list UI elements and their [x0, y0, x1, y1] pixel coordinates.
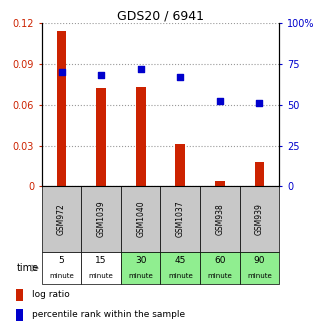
Text: minute: minute: [247, 273, 272, 279]
Bar: [81, 186, 121, 252]
Text: minute: minute: [168, 273, 193, 279]
Bar: [136, 87, 146, 186]
Bar: [121, 252, 160, 284]
Text: 90: 90: [254, 256, 265, 266]
Bar: [96, 88, 106, 186]
Text: percentile rank within the sample: percentile rank within the sample: [32, 310, 185, 319]
Point: [217, 99, 222, 104]
Point: [257, 100, 262, 106]
Bar: [81, 252, 121, 284]
Bar: [200, 186, 240, 252]
Bar: [215, 181, 225, 186]
Text: GSM939: GSM939: [255, 203, 264, 235]
Bar: [255, 162, 265, 186]
Bar: [42, 252, 81, 284]
Text: minute: minute: [207, 273, 232, 279]
Point: [178, 74, 183, 79]
Text: 45: 45: [175, 256, 186, 266]
Text: minute: minute: [128, 273, 153, 279]
Text: 30: 30: [135, 256, 146, 266]
Text: 60: 60: [214, 256, 226, 266]
Point: [99, 73, 104, 78]
Text: GSM1040: GSM1040: [136, 201, 145, 237]
Bar: [200, 252, 240, 284]
Bar: [175, 144, 185, 186]
Bar: [160, 252, 200, 284]
Bar: [16, 309, 23, 320]
Point: [59, 69, 64, 75]
Text: 5: 5: [59, 256, 65, 266]
Text: GSM1039: GSM1039: [97, 201, 106, 237]
Text: minute: minute: [49, 273, 74, 279]
Text: minute: minute: [89, 273, 114, 279]
Text: GSM938: GSM938: [215, 203, 224, 235]
Title: GDS20 / 6941: GDS20 / 6941: [117, 10, 204, 23]
Text: time: time: [16, 263, 39, 273]
Text: 15: 15: [95, 256, 107, 266]
Bar: [56, 31, 66, 186]
Bar: [160, 186, 200, 252]
Text: GSM1037: GSM1037: [176, 201, 185, 237]
Bar: [240, 252, 279, 284]
Bar: [121, 186, 160, 252]
Text: GSM972: GSM972: [57, 203, 66, 235]
Point: [138, 66, 143, 71]
Bar: [240, 186, 279, 252]
Bar: [42, 186, 81, 252]
Text: log ratio: log ratio: [32, 290, 70, 299]
Bar: [16, 289, 23, 301]
